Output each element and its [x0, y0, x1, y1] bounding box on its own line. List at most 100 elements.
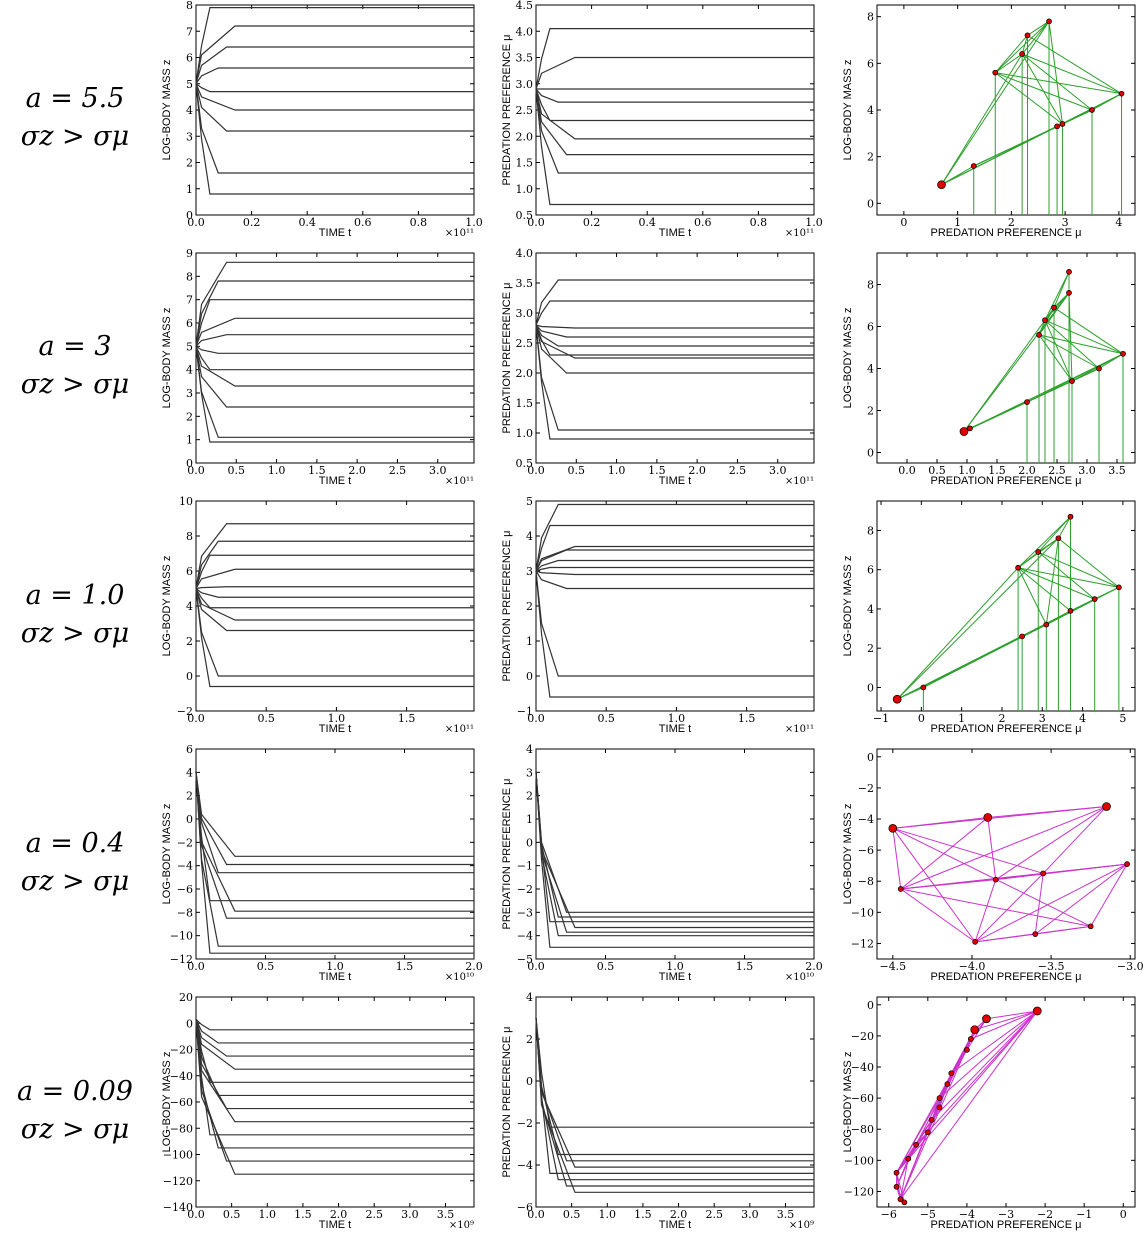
pref-panel-row-5: 0.0 0.5 1.0 1.5 2.0 2.5 3.0 3.5 −6 −4 −2 0 2 4 TIME t P… — [501, 991, 815, 1231]
y-tick-label: −80 — [170, 1122, 193, 1135]
y-tick-label: 4 — [867, 363, 874, 376]
trajectory-line — [535, 88, 814, 103]
species-node — [1024, 399, 1030, 405]
species-node — [905, 1155, 912, 1162]
pref-panel-row-4: 0.0 0.5 1.0 1.5 2.0 −5 −4 −3 −2 −1 0 1 2 3 4 TIME t PRED… — [501, 743, 823, 983]
y-tick-label: 0 — [526, 1075, 533, 1088]
y-tick-label: 2 — [526, 600, 533, 613]
trajectory-line — [535, 324, 814, 440]
trajectory-line — [195, 772, 474, 947]
food-web-link — [1017, 516, 1071, 569]
x-axis-label: TIME t — [319, 475, 351, 487]
food-web-link — [1027, 34, 1122, 95]
y-tick-label: 8 — [867, 279, 874, 292]
x-tick-label: 0.0 — [187, 464, 205, 477]
x-axis-exponent: ×10¹¹ — [785, 228, 814, 239]
y-tick-label: 0 — [867, 999, 874, 1012]
x-tick-label: 1.0 — [599, 1208, 617, 1221]
species-node — [1059, 121, 1066, 127]
food-web-link — [987, 806, 1107, 818]
y-tick-label: −8 — [177, 906, 193, 919]
trajectory-line — [535, 503, 814, 572]
x-tick-label: 2.5 — [389, 464, 407, 477]
y-axis-label: PREDATION PREFERENCE μ — [501, 779, 513, 930]
x-tick-label: 0.0 — [527, 464, 545, 477]
x-axis-label: PREDATION PREFERENCE μ — [931, 1219, 1082, 1231]
y-tick-label: 1.5 — [516, 397, 534, 410]
food-web-link — [1044, 319, 1124, 355]
x-tick-label: 0.4 — [638, 216, 656, 229]
trajectory-line — [535, 566, 814, 572]
species-node — [1055, 535, 1062, 542]
y-tick-label: −1 — [517, 860, 533, 873]
species-node — [897, 1196, 904, 1203]
y-tick-label: 3.5 — [516, 277, 534, 290]
y-tick-label: −4 — [177, 860, 193, 873]
species-node — [1032, 1006, 1042, 1016]
trajectory-line — [195, 1019, 474, 1097]
x-tick-label: 3.0 — [401, 1208, 419, 1221]
x-tick-label: 2.5 — [1048, 464, 1066, 477]
food-web-link — [900, 1010, 1038, 1200]
x-axis-exponent: ×10¹¹ — [445, 476, 474, 487]
trajectory-line — [535, 324, 814, 338]
y-tick-label: 4 — [526, 743, 533, 756]
y-tick-label: 3 — [526, 565, 533, 578]
species-node — [1116, 584, 1122, 591]
label-a: a = 5.5 — [25, 83, 125, 114]
species-node — [1035, 549, 1042, 555]
y-tick-label: 1.5 — [516, 157, 534, 170]
species-node — [928, 1117, 935, 1123]
food-web-link — [1094, 586, 1120, 600]
y-tick-label: 2 — [526, 1033, 533, 1046]
x-tick-label: −4.0 — [959, 960, 986, 973]
y-tick-label: −6 — [177, 883, 193, 896]
trajectory-line — [195, 772, 474, 902]
y-axis-label: PREDATION PREFERENCE μ — [501, 35, 513, 186]
x-tick-label: 1.0 — [805, 216, 823, 229]
y-tick-label: 1 — [186, 183, 193, 196]
species-node — [948, 1070, 955, 1077]
y-tick-label: 4.0 — [516, 25, 534, 38]
y-tick-label: 9 — [186, 247, 193, 260]
species-node — [1120, 350, 1126, 357]
x-tick-label: 0.5 — [928, 464, 946, 477]
y-tick-label: 2 — [186, 635, 193, 648]
y-tick-label: 2.5 — [516, 337, 534, 350]
trajectory-line — [195, 554, 474, 589]
x-tick-label: 0 — [900, 216, 907, 229]
trajectory-line — [535, 324, 814, 347]
trajectory-line — [535, 772, 814, 929]
trajectory-line — [195, 772, 474, 857]
x-tick-label: 1 — [958, 712, 965, 725]
food-web-link — [1098, 353, 1124, 369]
y-tick-label: −1 — [517, 705, 533, 718]
x-axis-label: PREDATION PREFERENCE μ — [931, 227, 1082, 239]
label-sigma: σz > σμ — [20, 369, 130, 400]
x-tick-label: 1.5 — [988, 464, 1006, 477]
trajectory-line — [535, 324, 814, 329]
food-web-link — [915, 1010, 1038, 1146]
y-tick-label: −3 — [517, 906, 533, 919]
x-axis-label: PREDATION PREFERENCE μ — [931, 971, 1082, 983]
y-tick-label: 1.0 — [516, 427, 534, 440]
y-tick-label: 8 — [867, 11, 874, 24]
species-node — [1087, 923, 1094, 930]
x-tick-label: 1.0 — [465, 216, 483, 229]
x-tick-label: 0.0 — [187, 712, 205, 725]
y-tick-label: 0 — [526, 836, 533, 849]
food-web-link — [1044, 319, 1073, 382]
label-a: a = 3 — [38, 331, 112, 362]
trajectory-line — [535, 524, 814, 572]
trajectory-line — [535, 570, 814, 698]
y-tick-label: 6 — [867, 321, 874, 334]
trajectory-line — [195, 1018, 474, 1031]
trajectory-line — [195, 1019, 474, 1123]
x-tick-label: −4 — [959, 1208, 975, 1221]
species-node — [1067, 608, 1074, 614]
food-web-link — [950, 1010, 1038, 1074]
trajectory-line — [195, 346, 474, 438]
plot-frame — [535, 996, 815, 1208]
x-tick-label: 2.0 — [465, 960, 483, 973]
x-tick-label: 0.0 — [527, 216, 545, 229]
